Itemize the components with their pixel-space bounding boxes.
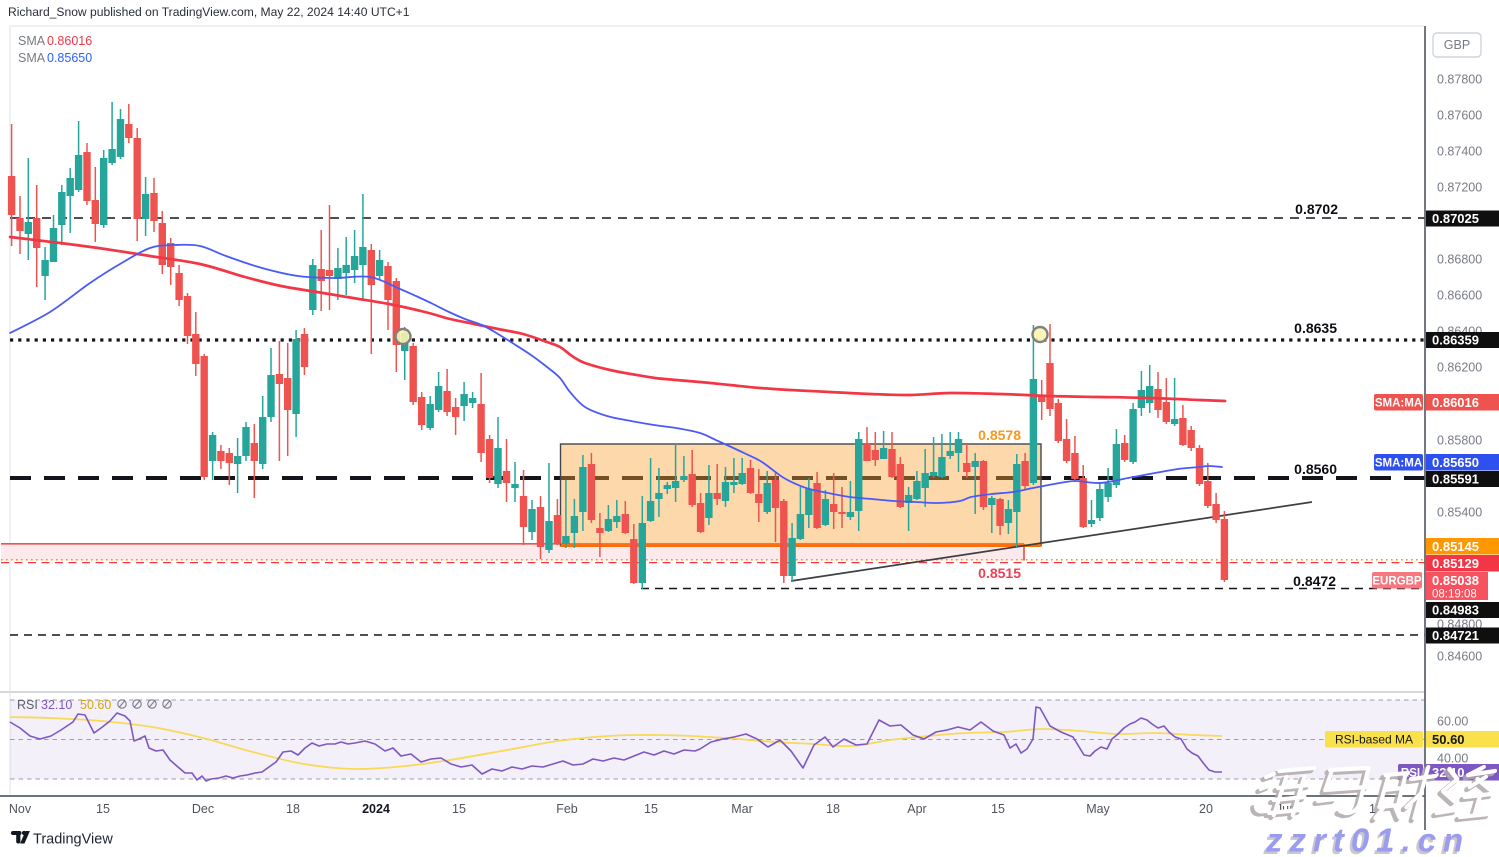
- svg-text:0.84721: 0.84721: [1432, 628, 1479, 643]
- svg-text:0.86016: 0.86016: [1432, 395, 1479, 410]
- svg-text:TradingView: TradingView: [33, 832, 113, 848]
- svg-text:0.85145: 0.85145: [1432, 539, 1479, 554]
- svg-text:18: 18: [286, 802, 300, 816]
- svg-text:50.60: 50.60: [80, 698, 111, 712]
- svg-text:15: 15: [96, 802, 110, 816]
- svg-text:0.8702: 0.8702: [1295, 201, 1338, 217]
- svg-text:zzrt01.cn: zzrt01.cn: [1263, 824, 1468, 857]
- svg-text:0.85038: 0.85038: [1432, 573, 1479, 588]
- svg-text:0.85129: 0.85129: [1432, 556, 1479, 571]
- svg-text:0.8635: 0.8635: [1294, 320, 1337, 336]
- svg-text:0.86200: 0.86200: [1437, 361, 1482, 375]
- svg-text:0.84600: 0.84600: [1437, 650, 1482, 664]
- svg-text:0.87600: 0.87600: [1437, 109, 1482, 123]
- svg-text:0.86016: 0.86016: [47, 34, 92, 48]
- svg-text:zzrt01.cn: zzrt01.cn: [1265, 822, 1470, 857]
- svg-text:Apr: Apr: [907, 802, 926, 816]
- svg-text:0.85800: 0.85800: [1437, 434, 1482, 448]
- svg-text:SMA:MA: SMA:MA: [1375, 397, 1422, 409]
- svg-text:32.10: 32.10: [41, 698, 72, 712]
- svg-text:EURGBP: EURGBP: [1372, 575, 1422, 587]
- svg-text:40.00: 40.00: [1437, 752, 1468, 766]
- svg-text:0.8578: 0.8578: [978, 427, 1021, 443]
- svg-text:RSI: RSI: [17, 698, 38, 712]
- svg-text:0.86800: 0.86800: [1437, 253, 1482, 267]
- svg-text:SMA: SMA: [18, 34, 46, 48]
- svg-text:SMA: SMA: [18, 51, 46, 65]
- svg-text:0.85400: 0.85400: [1437, 506, 1482, 520]
- svg-text:0.87200: 0.87200: [1437, 181, 1482, 195]
- svg-text:50.60: 50.60: [1432, 732, 1465, 747]
- svg-text:0.86600: 0.86600: [1437, 289, 1482, 303]
- svg-text:Feb: Feb: [556, 802, 578, 816]
- svg-text:18: 18: [826, 802, 840, 816]
- svg-text:0.8560: 0.8560: [1294, 461, 1337, 477]
- svg-text:0.8515: 0.8515: [978, 565, 1021, 581]
- svg-text:0.87025: 0.87025: [1432, 211, 1479, 226]
- svg-text:Dec: Dec: [192, 802, 214, 816]
- svg-text:May: May: [1086, 802, 1110, 816]
- svg-text:0.85591: 0.85591: [1432, 472, 1479, 487]
- svg-text:60.00: 60.00: [1437, 715, 1468, 729]
- svg-text:15: 15: [452, 802, 466, 816]
- svg-text:Nov: Nov: [9, 802, 32, 816]
- svg-text:0.86359: 0.86359: [1432, 333, 1479, 348]
- svg-text:0.85650: 0.85650: [1432, 455, 1479, 470]
- svg-text:GBP: GBP: [1444, 38, 1470, 52]
- svg-text:15: 15: [644, 802, 658, 816]
- svg-text:20: 20: [1199, 802, 1213, 816]
- svg-text:0.84983: 0.84983: [1432, 603, 1479, 618]
- svg-text:0.87400: 0.87400: [1437, 145, 1482, 159]
- svg-text:SMA:MA: SMA:MA: [1375, 457, 1422, 469]
- svg-text:0.8472: 0.8472: [1293, 573, 1336, 589]
- svg-text:0.87800: 0.87800: [1437, 73, 1482, 87]
- svg-text:2024: 2024: [362, 802, 390, 816]
- svg-text:Mar: Mar: [731, 802, 753, 816]
- svg-text:RSI-based MA: RSI-based MA: [1335, 733, 1413, 747]
- svg-text:08:19:08: 08:19:08: [1432, 589, 1477, 601]
- svg-text:15: 15: [991, 802, 1005, 816]
- svg-text:0.85650: 0.85650: [47, 51, 92, 65]
